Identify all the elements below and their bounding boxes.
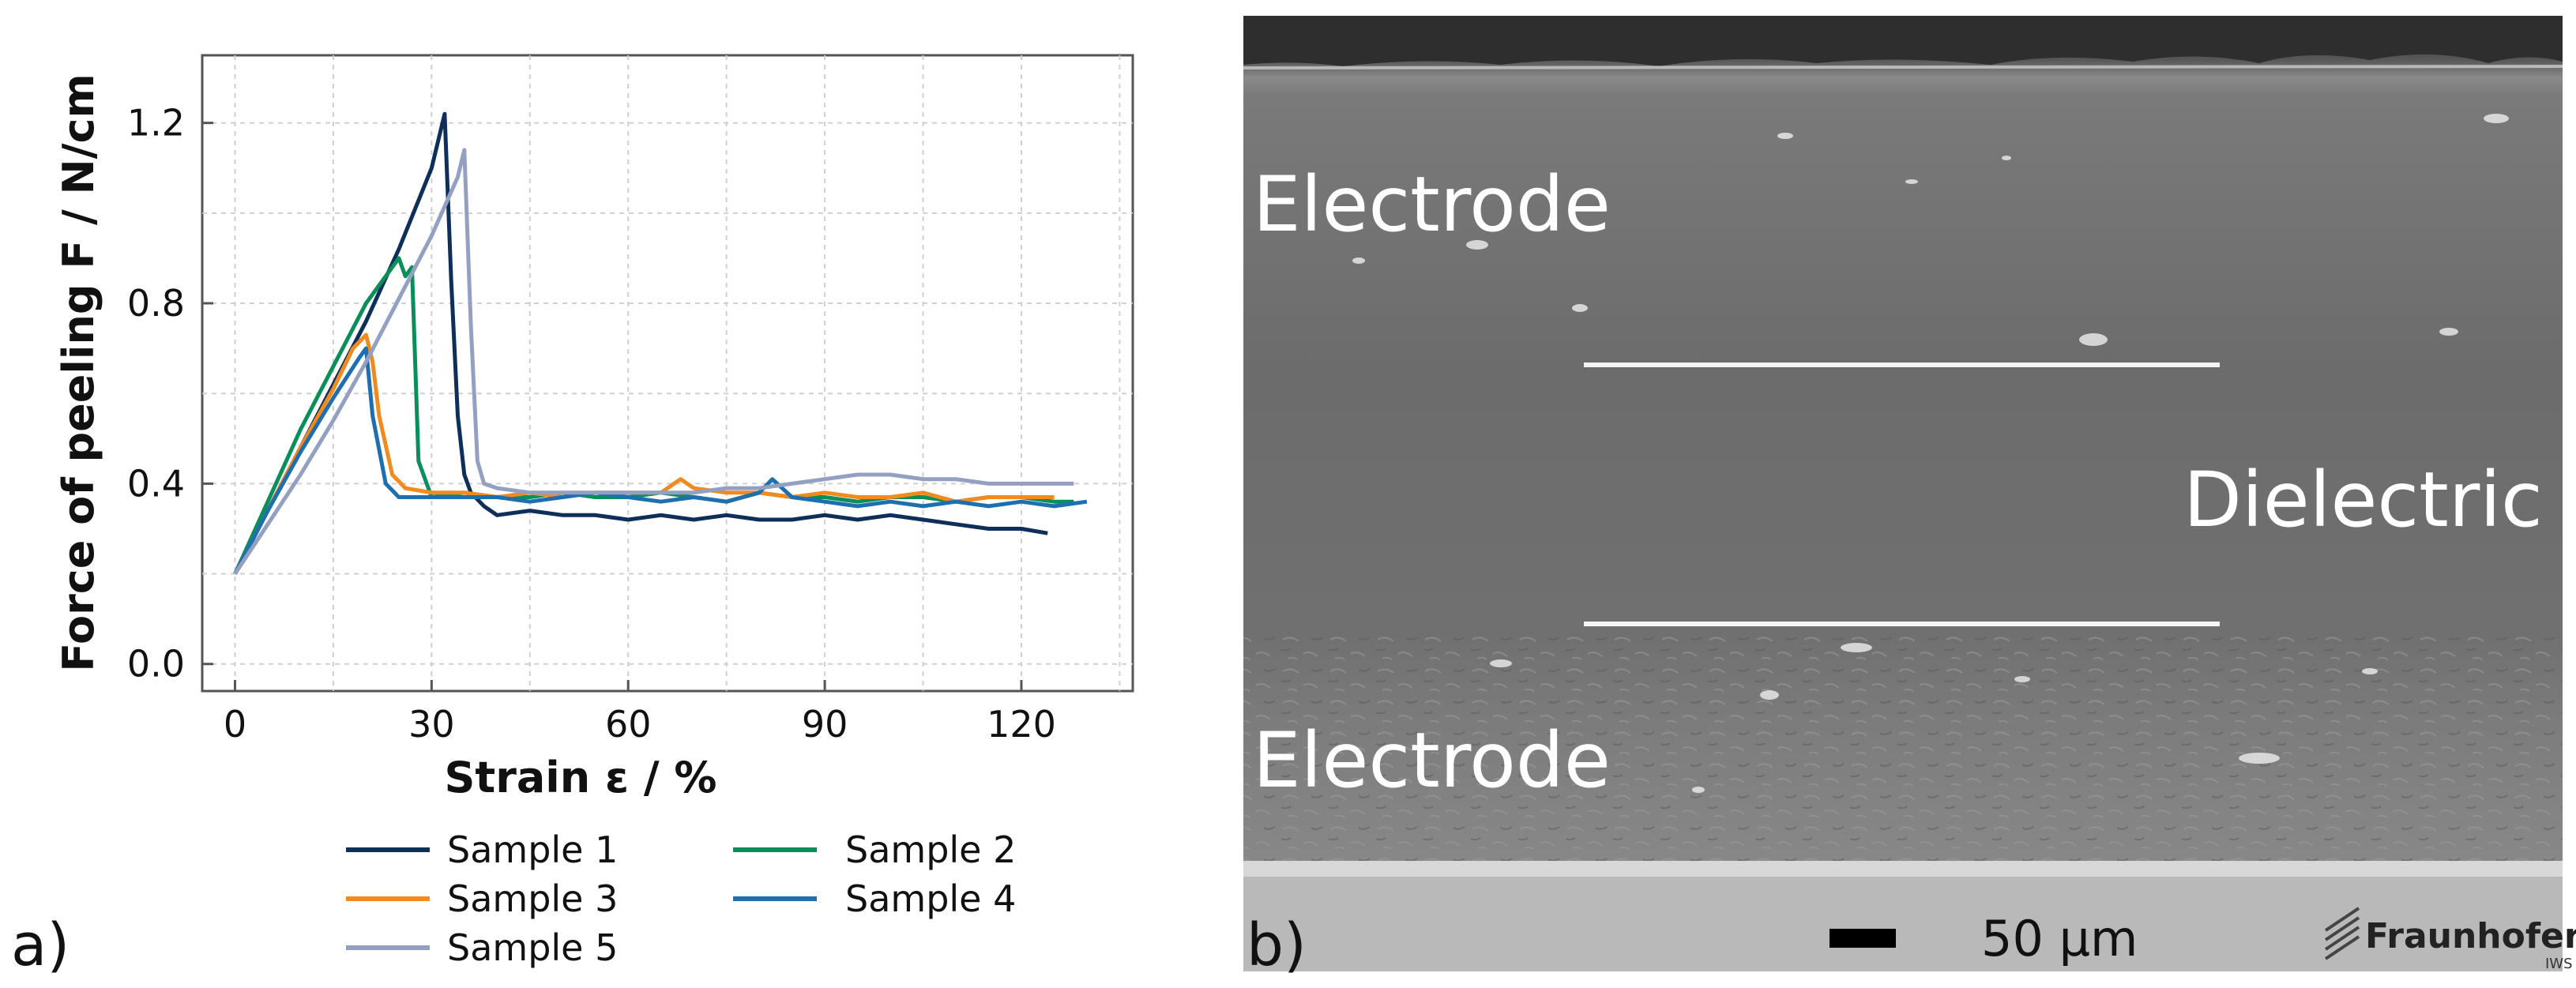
y-tick-label: 1.2 bbox=[127, 102, 185, 145]
series-line-sample-4 bbox=[233, 346, 1088, 575]
sem-info-bar bbox=[1243, 877, 2563, 900]
x-axis-ticks: 0 30 60 90 120 bbox=[224, 680, 1056, 746]
peeling-force-chart: 0.0 0.4 0.8 1.2 0 30 60 90 120 Strain ε / % For… bbox=[54, 54, 1134, 802]
series-line-sample-1 bbox=[233, 111, 1048, 575]
x-tick-label: 120 bbox=[987, 703, 1056, 746]
y-axis-ticks: 0.0 0.4 0.8 1.2 bbox=[127, 102, 213, 686]
plot-frame bbox=[201, 54, 1134, 693]
data-series bbox=[233, 111, 1088, 575]
panel-label-b: b) bbox=[1247, 911, 1307, 979]
legend: Sample 1 Sample 2 Sample 3 Sample 4 Samp… bbox=[346, 828, 1016, 969]
y-tick-label: 0.4 bbox=[127, 462, 185, 505]
logo-sub: IWS bbox=[2545, 956, 2573, 972]
scale-bar-label: 50 µm bbox=[1981, 910, 2138, 967]
panel-label-a: a) bbox=[11, 911, 70, 979]
x-tick-label: 90 bbox=[802, 703, 848, 746]
sem-bottom-edge bbox=[1243, 861, 2563, 877]
legend-label: Sample 4 bbox=[845, 877, 1016, 920]
sem-cross-section-image: Electrode Dielectric Electrode 50 µm Fra… bbox=[1243, 16, 2576, 972]
scale-bar bbox=[1830, 929, 1896, 948]
sem-particles bbox=[1352, 114, 2509, 793]
layer-label-bottom-electrode: Electrode bbox=[1253, 716, 1611, 805]
series-line-sample-5 bbox=[233, 148, 1074, 575]
legend-item-sample-3: Sample 3 bbox=[346, 877, 618, 920]
legend-item-sample-4: Sample 4 bbox=[733, 877, 1016, 920]
legend-item-sample-2: Sample 2 bbox=[733, 828, 1016, 871]
y-tick-label: 0.0 bbox=[127, 643, 185, 686]
fraunhofer-logo-mark bbox=[2324, 907, 2360, 960]
legend-label: Sample 1 bbox=[447, 828, 618, 871]
sem-top-edge bbox=[1243, 16, 2563, 66]
legend-label: Sample 2 bbox=[845, 828, 1016, 871]
x-tick-label: 0 bbox=[224, 703, 246, 746]
layer-label-dielectric: Dielectric bbox=[2183, 456, 2543, 544]
legend-label: Sample 5 bbox=[447, 926, 618, 969]
legend-item-sample-1: Sample 1 bbox=[346, 828, 618, 871]
series-line-sample-2 bbox=[233, 256, 1074, 575]
y-axis-title: Force of peeling F / N/cm bbox=[54, 73, 103, 671]
sem-info-bar-lower bbox=[1243, 900, 2563, 971]
y-tick-label: 0.8 bbox=[127, 282, 185, 325]
x-axis-title: Strain ε / % bbox=[444, 753, 716, 802]
x-tick-label: 30 bbox=[408, 703, 455, 746]
x-tick-label: 60 bbox=[605, 703, 652, 746]
layer-label-top-electrode: Electrode bbox=[1253, 160, 1611, 249]
sem-bottom-texture bbox=[1243, 632, 2563, 861]
fraunhofer-logo: Fraunhofer IWS bbox=[2324, 907, 2576, 972]
legend-item-sample-5: Sample 5 bbox=[346, 926, 618, 969]
logo-name: Fraunhofer bbox=[2365, 916, 2576, 956]
legend-label: Sample 3 bbox=[447, 877, 618, 920]
sem-top-boundary bbox=[1243, 65, 2563, 69]
